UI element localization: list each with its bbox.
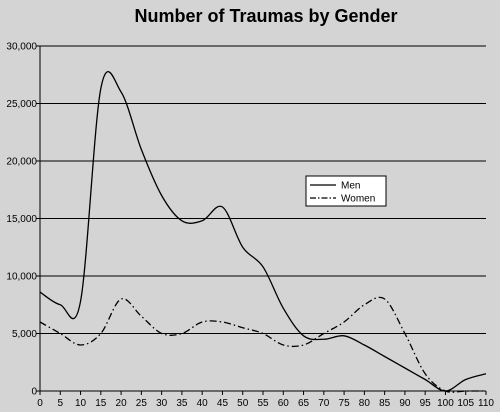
legend-men-label: Men xyxy=(341,181,360,192)
legend-women-label: Women xyxy=(341,194,375,205)
x-tick-label: 50 xyxy=(237,398,249,409)
series-line-women xyxy=(39,296,486,393)
x-tick-label: 95 xyxy=(420,398,432,409)
y-tick-label: 30,000 xyxy=(6,42,37,53)
x-tick-label: 55 xyxy=(257,398,269,409)
y-tick-label: 25,000 xyxy=(6,99,37,110)
y-axis-ticks: 0 5,000 10,000 15,000 20,000 25,000 30,000 xyxy=(6,42,40,398)
x-tick-label: 90 xyxy=(399,398,411,409)
legend: Men Women xyxy=(305,175,387,207)
x-tick-label: 35 xyxy=(176,398,188,409)
legend-box xyxy=(305,175,387,207)
x-tick-label: 0 xyxy=(37,398,43,409)
x-tick-label: 5 xyxy=(57,398,63,409)
y-tick-label: 15,000 xyxy=(6,214,37,225)
x-tick-label: 110 xyxy=(478,398,494,409)
x-tick-label: 10 xyxy=(75,398,87,409)
series-lines xyxy=(39,71,487,393)
x-tick-label: 25 xyxy=(136,398,148,409)
x-tick-label: 20 xyxy=(116,398,128,409)
y-tick-label: 10,000 xyxy=(6,272,37,283)
x-axis-ticks: 0 5 10 15 20 25 30 35 40 45 50 55 60 65 70 75 80 85 90 95 10… xyxy=(37,391,494,409)
x-tick-label: 65 xyxy=(298,398,310,409)
x-tick-label: 15 xyxy=(95,398,107,409)
y-tick-label: 0 xyxy=(31,387,37,398)
x-tick-label: 105 xyxy=(457,398,474,409)
x-tick-label: 45 xyxy=(217,398,229,409)
x-tick-label: 100 xyxy=(437,398,454,409)
x-tick-label: 40 xyxy=(197,398,209,409)
x-tick-label: 30 xyxy=(156,398,168,409)
gridlines xyxy=(40,45,486,334)
y-tick-label: 5,000 xyxy=(12,329,37,340)
series-line-men xyxy=(39,71,487,392)
x-tick-label: 60 xyxy=(278,398,290,409)
x-tick-label: 80 xyxy=(359,398,371,409)
y-tick-label: 20,000 xyxy=(6,157,37,168)
x-tick-label: 85 xyxy=(379,398,391,409)
x-tick-label: 70 xyxy=(318,398,330,409)
x-tick-label: 75 xyxy=(339,398,351,409)
chart-title: Number of Traumas by Gender xyxy=(134,6,397,26)
